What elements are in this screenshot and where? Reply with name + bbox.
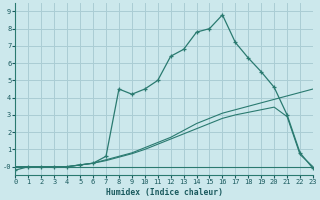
X-axis label: Humidex (Indice chaleur): Humidex (Indice chaleur) (106, 188, 223, 197)
